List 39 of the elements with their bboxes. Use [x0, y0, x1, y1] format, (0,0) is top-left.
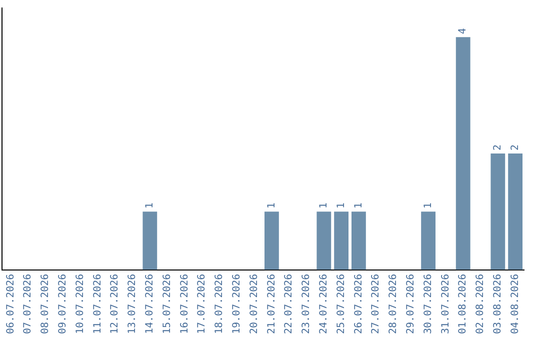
- x-tick-label: 12.07.2026: [110, 274, 121, 334]
- x-tick-label: 09.07.2026: [57, 274, 68, 334]
- data-label: 1: [144, 202, 156, 209]
- data-label: 1: [422, 202, 434, 209]
- x-tick-label: 03.08.2026: [492, 274, 504, 334]
- x-tick-label: 30.07.2026: [422, 274, 434, 334]
- x-tick-label: 23.07.2026: [301, 274, 312, 334]
- data-label: 1: [336, 202, 347, 209]
- x-tick-label: 07.07.2026: [22, 274, 34, 334]
- x-tick-label: 27.07.2026: [370, 274, 382, 334]
- x-tick-label: 02.08.2026: [475, 274, 486, 334]
- x-tick-label: 26.07.2026: [353, 274, 364, 334]
- x-tick-label: 29.07.2026: [405, 274, 416, 334]
- x-tick-label: 11.07.2026: [92, 274, 104, 334]
- x-tick-label: 14.07.2026: [144, 274, 156, 334]
- x-tick-label: 24.07.2026: [318, 274, 330, 334]
- x-tick-label: 17.07.2026: [196, 274, 208, 334]
- x-tick-label: 04.08.2026: [510, 274, 521, 334]
- x-tick-label: 20.07.2026: [248, 274, 260, 334]
- x-tick-label: 18.07.2026: [214, 274, 226, 334]
- x-tick-label: 22.07.2026: [284, 274, 295, 334]
- data-label: 2: [510, 144, 521, 150]
- x-tick-label: 15.07.2026: [162, 274, 173, 334]
- x-tick-label: 16.07.2026: [179, 274, 190, 334]
- x-tick-label: 08.07.2026: [40, 274, 52, 334]
- data-label: 1: [318, 202, 330, 209]
- x-tick-label: 10.07.2026: [74, 274, 86, 334]
- data-label: 1: [266, 202, 278, 209]
- x-tick-label: 01.08.2026: [458, 274, 469, 334]
- x-tick-label: 19.07.2026: [231, 274, 242, 334]
- x-tick-label: 25.07.2026: [336, 274, 347, 334]
- x-tick-label: 06.07.2026: [5, 274, 16, 334]
- data-label: 2: [492, 144, 504, 150]
- data-label: 4: [458, 28, 469, 34]
- x-tick-label: 13.07.2026: [127, 274, 138, 334]
- x-tick-label: 31.07.2026: [440, 274, 452, 334]
- data-label: 1: [353, 202, 364, 209]
- x-tick-label: 28.07.2026: [388, 274, 400, 334]
- x-tick-label: 21.07.2026: [266, 274, 278, 334]
